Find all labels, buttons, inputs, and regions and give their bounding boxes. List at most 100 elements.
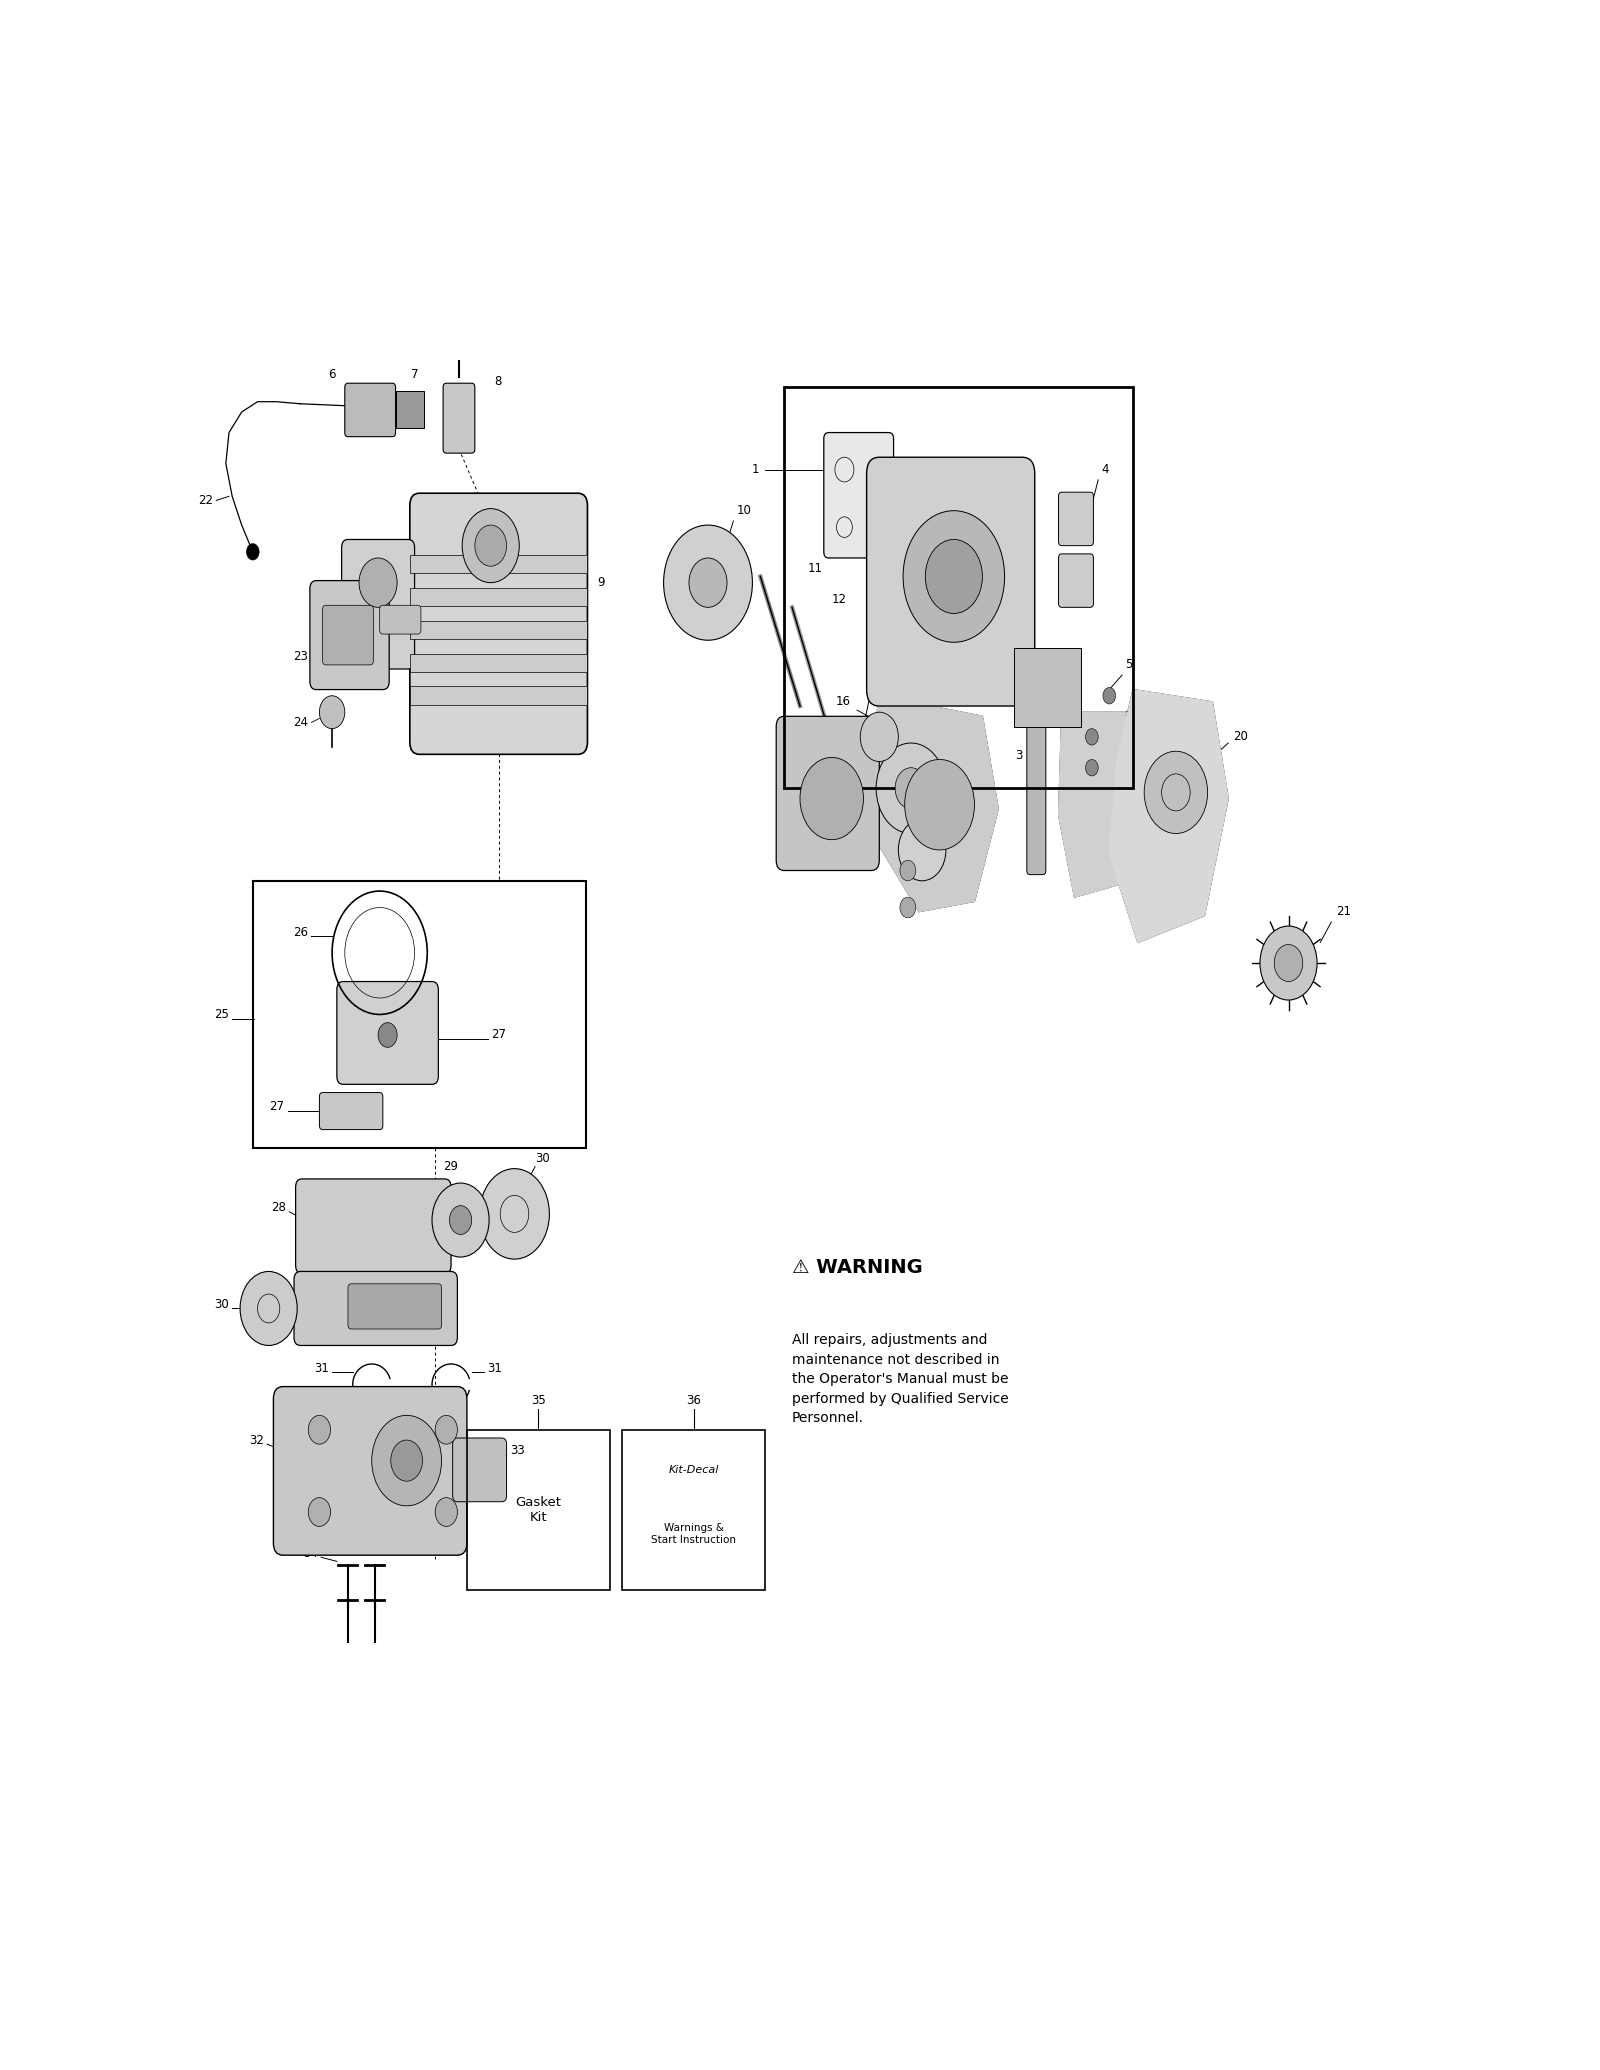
Text: 15: 15 [938, 803, 954, 816]
Circle shape [1085, 729, 1098, 745]
Text: 17: 17 [891, 679, 907, 691]
FancyBboxPatch shape [294, 1271, 458, 1346]
Polygon shape [1109, 689, 1229, 942]
Text: 5: 5 [1125, 658, 1133, 671]
Text: 14: 14 [896, 710, 910, 722]
Text: 22: 22 [198, 495, 213, 507]
Bar [622, 1430, 765, 1590]
FancyBboxPatch shape [310, 580, 389, 689]
Polygon shape [1059, 712, 1138, 896]
Bar [1014, 648, 1080, 727]
Circle shape [432, 1184, 490, 1256]
Text: 12: 12 [832, 592, 846, 607]
Circle shape [378, 1023, 397, 1047]
Circle shape [690, 559, 726, 607]
Text: 27: 27 [269, 1101, 285, 1114]
Text: 13: 13 [885, 731, 899, 743]
Text: 11: 11 [808, 561, 822, 575]
Text: 24: 24 [293, 716, 309, 729]
Circle shape [877, 743, 946, 834]
Circle shape [450, 1205, 472, 1234]
Circle shape [475, 526, 507, 567]
Bar [253, 882, 586, 1149]
Text: 33: 33 [510, 1445, 525, 1457]
Bar [467, 1430, 610, 1590]
Polygon shape [864, 696, 998, 911]
FancyBboxPatch shape [410, 493, 587, 753]
Text: 18: 18 [1059, 700, 1074, 712]
Text: 10: 10 [736, 505, 752, 518]
Text: 31: 31 [488, 1362, 502, 1374]
Circle shape [240, 1271, 298, 1346]
Circle shape [894, 768, 926, 809]
Text: 21: 21 [1336, 905, 1350, 919]
Circle shape [925, 540, 982, 613]
Text: 2: 2 [851, 731, 859, 743]
FancyBboxPatch shape [347, 1283, 442, 1329]
Circle shape [480, 1170, 549, 1259]
Bar [410, 654, 587, 673]
Circle shape [320, 696, 344, 729]
Text: 23: 23 [293, 650, 309, 662]
Circle shape [902, 511, 1005, 642]
Circle shape [246, 544, 259, 561]
Bar [410, 588, 587, 607]
Text: Kit-Decal: Kit-Decal [669, 1466, 718, 1474]
Text: 16: 16 [835, 696, 851, 708]
FancyBboxPatch shape [1059, 493, 1093, 546]
Circle shape [899, 861, 915, 882]
Bar [410, 687, 587, 706]
FancyBboxPatch shape [274, 1387, 467, 1555]
Circle shape [435, 1497, 458, 1526]
FancyBboxPatch shape [344, 383, 395, 437]
FancyBboxPatch shape [824, 433, 893, 559]
Text: 1: 1 [752, 464, 760, 476]
Circle shape [435, 1416, 458, 1445]
Circle shape [462, 509, 520, 582]
Text: 27: 27 [491, 1029, 506, 1041]
FancyBboxPatch shape [867, 457, 1035, 706]
Text: All repairs, adjustments and
maintenance not described in
the Operator's Manual : All repairs, adjustments and maintenance… [792, 1333, 1010, 1424]
Bar [410, 555, 587, 573]
Text: 4: 4 [1101, 464, 1109, 476]
Circle shape [390, 1441, 422, 1482]
Circle shape [309, 1497, 331, 1526]
Text: 8: 8 [494, 375, 501, 387]
FancyBboxPatch shape [443, 383, 475, 453]
Circle shape [371, 1416, 442, 1505]
Text: 28: 28 [272, 1201, 286, 1215]
Text: Warnings &
Start Instruction: Warnings & Start Instruction [651, 1524, 736, 1544]
Circle shape [1102, 687, 1115, 704]
Text: 32: 32 [250, 1435, 264, 1447]
Text: 31: 31 [314, 1362, 330, 1374]
Circle shape [898, 820, 946, 882]
Text: 35: 35 [531, 1395, 546, 1408]
FancyBboxPatch shape [1027, 712, 1046, 876]
Text: 6: 6 [328, 368, 336, 381]
Text: 7: 7 [411, 368, 418, 381]
Text: 30: 30 [214, 1298, 229, 1310]
FancyBboxPatch shape [453, 1439, 507, 1501]
Circle shape [861, 712, 898, 762]
Circle shape [1085, 760, 1098, 776]
Text: 26: 26 [293, 925, 309, 938]
FancyBboxPatch shape [320, 1093, 382, 1130]
Text: 34: 34 [302, 1546, 318, 1559]
Circle shape [1274, 944, 1302, 981]
Circle shape [664, 526, 752, 640]
Text: 3: 3 [1014, 749, 1022, 762]
FancyBboxPatch shape [323, 604, 373, 664]
Circle shape [899, 896, 915, 917]
FancyBboxPatch shape [338, 981, 438, 1085]
Circle shape [800, 758, 864, 840]
Bar [784, 387, 1133, 789]
FancyBboxPatch shape [776, 716, 880, 871]
Bar [395, 391, 424, 428]
FancyBboxPatch shape [342, 540, 414, 669]
Circle shape [1144, 751, 1208, 834]
Text: 29: 29 [443, 1159, 459, 1174]
Text: Gasket
Kit: Gasket Kit [515, 1497, 562, 1524]
Circle shape [309, 1416, 331, 1445]
Text: ⚠ WARNING: ⚠ WARNING [792, 1259, 923, 1277]
Text: 19: 19 [1138, 691, 1154, 704]
